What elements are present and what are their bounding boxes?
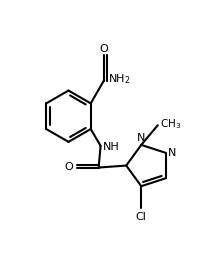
Text: Cl: Cl: [136, 212, 147, 222]
Text: O: O: [99, 44, 108, 54]
Text: N: N: [168, 148, 176, 158]
Text: NH: NH: [103, 142, 119, 152]
Text: N: N: [137, 133, 146, 143]
Text: CH$_3$: CH$_3$: [160, 117, 181, 131]
Text: O: O: [64, 162, 73, 172]
Text: NH$_2$: NH$_2$: [107, 72, 130, 86]
